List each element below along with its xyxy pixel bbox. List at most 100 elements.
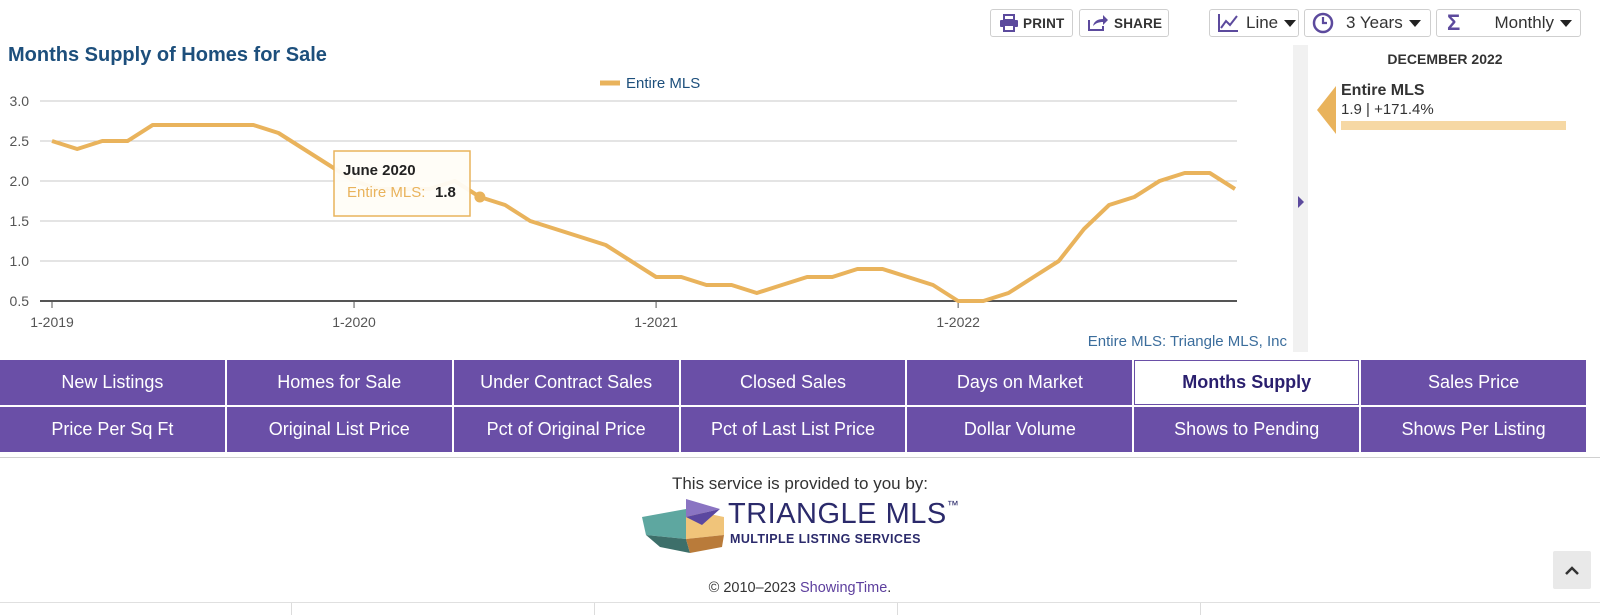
printer-icon — [1000, 14, 1018, 32]
series-line-entire-mls[interactable] — [51, 123, 1237, 303]
metric-tab-shows-to-pending[interactable]: Shows to Pending — [1134, 407, 1360, 452]
data-point[interactable] — [879, 265, 887, 273]
y-tick-label: 2.5 — [10, 133, 30, 149]
data-point[interactable] — [300, 145, 308, 153]
metric-tab-closed-sales[interactable]: Closed Sales — [680, 360, 906, 405]
time-range-select[interactable]: 3 Years — [1304, 9, 1431, 37]
data-point[interactable] — [501, 201, 509, 209]
metric-tab-shows-per-listing[interactable]: Shows Per Listing — [1361, 407, 1586, 452]
copyright: © 2010–2023 ShowingTime. — [0, 580, 1600, 596]
data-point[interactable] — [1105, 201, 1113, 209]
period-select[interactable]: Σ Monthly — [1436, 9, 1581, 37]
data-point[interactable] — [904, 273, 912, 281]
data-point[interactable] — [753, 289, 761, 297]
metric-tab-homes-for-sale[interactable]: Homes for Sale — [226, 360, 452, 405]
line-chart-icon — [1218, 14, 1238, 32]
data-point[interactable] — [702, 281, 710, 289]
y-tick-label: 3.0 — [10, 93, 30, 109]
copyright-text: © 2010–2023 — [708, 580, 796, 596]
data-point[interactable] — [325, 161, 333, 169]
period-value: Monthly — [1494, 13, 1554, 32]
x-tick-label: 1-2022 — [936, 314, 980, 330]
clock-icon — [1312, 12, 1334, 34]
chevron-up-icon — [1565, 566, 1579, 575]
side-panel-toggle[interactable] — [1293, 45, 1308, 352]
data-point[interactable] — [224, 121, 232, 129]
metric-tab-under-contract-sales[interactable]: Under Contract Sales — [453, 360, 679, 405]
tooltip-title: June 2020 — [343, 162, 416, 179]
data-point[interactable] — [853, 265, 861, 273]
data-point[interactable] — [249, 121, 257, 129]
share-icon — [1088, 15, 1108, 31]
print-button[interactable]: PRINT — [990, 9, 1073, 37]
metric-tab-pct-of-last-list-price[interactable]: Pct of Last List Price — [680, 407, 906, 452]
data-point[interactable] — [48, 137, 56, 145]
chart-type-select[interactable]: Line — [1209, 9, 1299, 37]
triangle-logo-icon — [642, 499, 724, 553]
chart-type-value: Line — [1246, 13, 1279, 32]
data-point[interactable] — [929, 281, 937, 289]
data-point[interactable] — [98, 137, 106, 145]
data-point[interactable] — [1181, 169, 1189, 177]
scroll-to-top-button[interactable] — [1553, 551, 1591, 589]
data-point[interactable] — [1206, 169, 1214, 177]
data-point[interactable] — [199, 121, 207, 129]
side-panel-date: DECEMBER 2022 — [1387, 51, 1503, 67]
data-point[interactable] — [828, 273, 836, 281]
data-point[interactable] — [803, 273, 811, 281]
share-button[interactable]: SHARE — [1079, 9, 1169, 37]
data-point[interactable] — [551, 225, 559, 233]
data-point[interactable] — [577, 233, 585, 241]
data-point[interactable] — [728, 281, 736, 289]
data-point[interactable] — [1030, 273, 1038, 281]
data-point[interactable] — [149, 121, 157, 129]
print-label: PRINT — [1023, 15, 1065, 31]
data-point[interactable] — [954, 297, 962, 305]
side-panel-series: Entire MLS — [1341, 82, 1425, 99]
metric-tab-sales-price[interactable]: Sales Price — [1361, 360, 1586, 405]
metric-tab-pct-of-original-price[interactable]: Pct of Original Price — [453, 407, 679, 452]
data-point[interactable] — [602, 241, 610, 249]
metric-tab-months-supply[interactable]: Months Supply — [1134, 360, 1360, 405]
data-point[interactable] — [275, 129, 283, 137]
data-point[interactable] — [1004, 289, 1012, 297]
footer-tick — [291, 603, 292, 615]
copyright-period: . — [887, 580, 892, 596]
data-point[interactable] — [677, 273, 685, 281]
data-point[interactable] — [73, 145, 81, 153]
data-point[interactable] — [652, 273, 660, 281]
data-point[interactable] — [1231, 185, 1239, 193]
chart-title: Months Supply of Homes for Sale — [8, 44, 327, 66]
chevron-right-icon — [1298, 196, 1304, 208]
logo-name: TRIANGLE MLS — [728, 498, 947, 530]
metric-tab-dollar-volume[interactable]: Dollar Volume — [907, 407, 1133, 452]
data-point[interactable] — [1130, 193, 1138, 201]
data-point[interactable] — [124, 137, 132, 145]
metric-tab-days-on-market[interactable]: Days on Market — [907, 360, 1133, 405]
footer-tick — [1200, 603, 1201, 615]
data-point[interactable] — [1055, 257, 1063, 265]
data-point[interactable] — [627, 257, 635, 265]
provided-by-text: This service is provided to you by: — [671, 474, 929, 493]
data-point[interactable] — [174, 121, 182, 129]
chart-source: Entire MLS: Triangle MLS, Inc — [1088, 333, 1288, 350]
metric-tab-price-per-sq-ft[interactable]: Price Per Sq Ft — [0, 407, 225, 452]
footer-tick — [897, 603, 898, 615]
data-point[interactable] — [526, 217, 534, 225]
highlighted-data-point[interactable] — [474, 191, 486, 203]
logo-trademark: ™ — [946, 498, 960, 512]
chevron-down-icon — [1560, 19, 1572, 27]
data-point[interactable] — [778, 281, 786, 289]
x-tick-label: 1-2019 — [30, 314, 74, 330]
showingtime-link[interactable]: ShowingTime — [799, 580, 888, 596]
legend-entry[interactable]: Entire MLS — [626, 75, 700, 92]
data-point[interactable] — [1080, 225, 1088, 233]
chevron-down-icon — [1408, 19, 1421, 27]
metric-tab-original-list-price[interactable]: Original List Price — [226, 407, 452, 452]
data-point[interactable] — [1155, 177, 1163, 185]
tooltip-series: Entire MLS: — [347, 184, 425, 201]
divider — [0, 457, 1600, 458]
data-point[interactable] — [979, 297, 987, 305]
metric-tab-new-listings[interactable]: New Listings — [0, 360, 225, 405]
